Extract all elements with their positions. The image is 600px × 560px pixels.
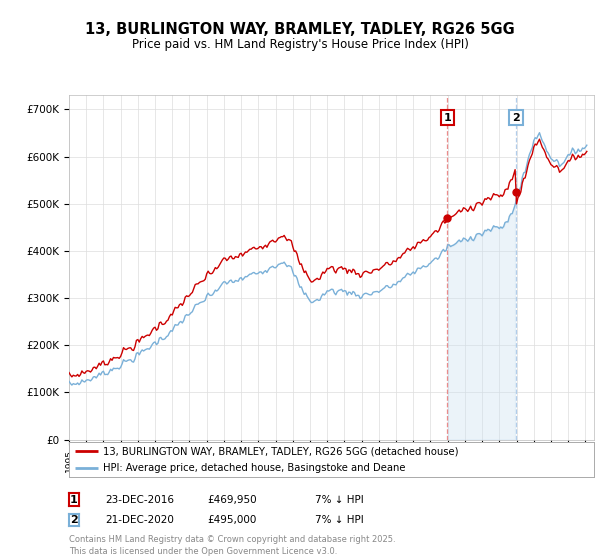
Text: 1: 1	[70, 494, 78, 505]
Text: £495,000: £495,000	[207, 515, 256, 525]
Text: Price paid vs. HM Land Registry's House Price Index (HPI): Price paid vs. HM Land Registry's House …	[131, 38, 469, 51]
Text: Contains HM Land Registry data © Crown copyright and database right 2025.
This d: Contains HM Land Registry data © Crown c…	[69, 535, 395, 556]
Text: £469,950: £469,950	[207, 494, 257, 505]
Text: 21-DEC-2020: 21-DEC-2020	[105, 515, 174, 525]
Text: 2: 2	[512, 113, 520, 123]
Text: 7% ↓ HPI: 7% ↓ HPI	[315, 515, 364, 525]
Text: HPI: Average price, detached house, Basingstoke and Deane: HPI: Average price, detached house, Basi…	[103, 463, 406, 473]
Text: 23-DEC-2016: 23-DEC-2016	[105, 494, 174, 505]
Text: 2: 2	[70, 515, 78, 525]
Text: 13, BURLINGTON WAY, BRAMLEY, TADLEY, RG26 5GG (detached house): 13, BURLINGTON WAY, BRAMLEY, TADLEY, RG2…	[103, 446, 458, 456]
Text: 13, BURLINGTON WAY, BRAMLEY, TADLEY, RG26 5GG: 13, BURLINGTON WAY, BRAMLEY, TADLEY, RG2…	[85, 22, 515, 38]
Text: 1: 1	[443, 113, 451, 123]
Text: 7% ↓ HPI: 7% ↓ HPI	[315, 494, 364, 505]
